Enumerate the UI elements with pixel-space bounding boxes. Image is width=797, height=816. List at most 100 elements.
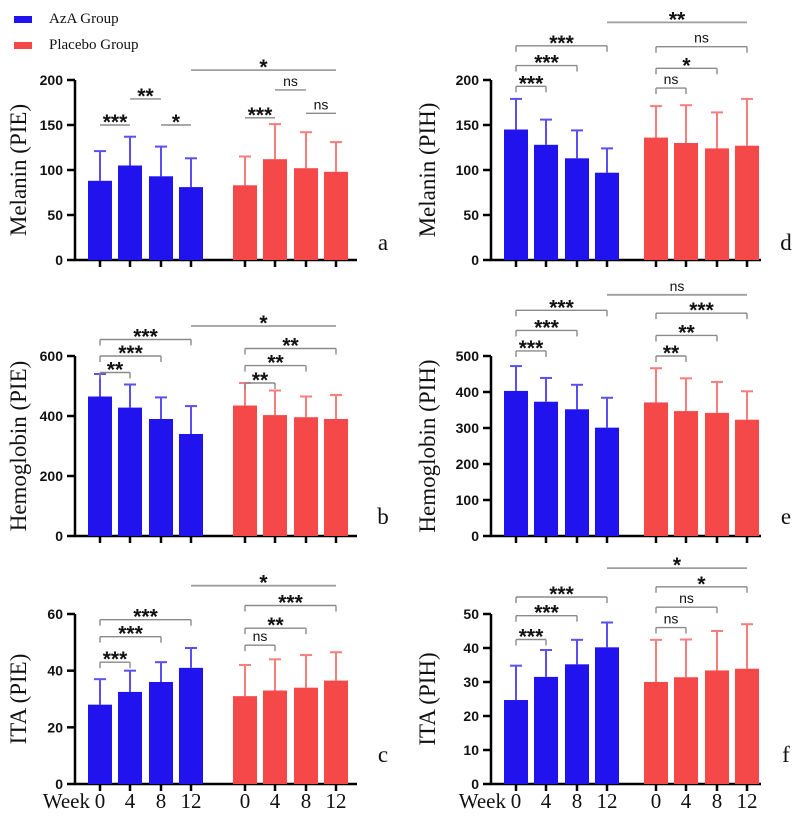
significance-stars: **	[282, 335, 299, 358]
bar-placebo-group-week-4	[674, 677, 698, 784]
bar-aza-group-week-8	[565, 158, 589, 260]
significance-stars: **	[678, 321, 695, 344]
significance-stars: ***	[278, 592, 303, 615]
significance-stars: *	[697, 573, 706, 596]
significance-stars: *	[172, 111, 181, 134]
significance-stars: ***	[103, 648, 128, 671]
significance-ns: ns	[253, 628, 268, 644]
week-tick-label: 8	[712, 789, 723, 813]
bar-placebo-group-week-8	[705, 148, 729, 260]
week-tick-label: 8	[156, 789, 167, 813]
week-axis-prefix: Week	[459, 789, 507, 813]
significance-stars: ***	[248, 104, 273, 127]
week-tick-label: 12	[737, 789, 758, 813]
y-tick-label: 100	[456, 162, 480, 178]
y-tick-label: 0	[471, 252, 479, 268]
significance-stars: ***	[103, 111, 128, 134]
bar-placebo-group-week-0	[233, 185, 257, 260]
week-tick-label: 4	[541, 789, 552, 813]
bar-placebo-group-week-12	[324, 419, 348, 536]
significance-stars: ***	[689, 299, 714, 322]
bar-placebo-group-week-12	[324, 171, 348, 260]
y-tick-label: 10	[463, 742, 479, 758]
week-tick-label: 8	[572, 789, 583, 813]
bar-aza-group-week-0	[504, 390, 528, 536]
y-tick-label: 20	[463, 708, 479, 724]
y-tick-label: 0	[55, 528, 63, 544]
bar-placebo-group-week-12	[735, 668, 759, 784]
panel-letter-e: e	[781, 504, 791, 529]
bar-aza-group-week-12	[595, 427, 619, 536]
panel-letter-a: a	[378, 230, 388, 255]
bar-aza-group-week-4	[118, 407, 142, 536]
significance-stars: *	[259, 56, 268, 79]
bar-aza-group-week-12	[179, 667, 203, 784]
y-tick-label: 200	[40, 468, 64, 484]
significance-stars: ***	[519, 337, 544, 360]
y-tick-label: 0	[55, 776, 63, 792]
y-tick-label: 200	[456, 72, 480, 88]
legend-item-aza: AzA Group	[14, 6, 139, 32]
bar-aza-group-week-0	[88, 180, 112, 260]
bar-placebo-group-week-0	[233, 696, 257, 784]
bar-aza-group-week-4	[118, 165, 142, 260]
bar-aza-group-week-0	[504, 700, 528, 784]
significance-stars: ***	[133, 606, 158, 629]
bar-placebo-group-week-0	[644, 402, 668, 536]
significance-ns: ns	[679, 590, 694, 606]
panel-letter-d: d	[780, 230, 792, 255]
y-tick-label: 50	[47, 207, 63, 223]
bar-aza-group-week-12	[179, 187, 203, 260]
significance-stars: *	[259, 312, 268, 335]
significance-ns: ns	[664, 611, 679, 627]
bar-placebo-group-week-8	[294, 168, 318, 260]
significance-stars: *	[682, 54, 691, 77]
bar-placebo-group-week-4	[263, 690, 287, 784]
significance-stars: **	[107, 359, 124, 382]
bar-placebo-group-week-12	[324, 680, 348, 784]
aza-group-swatch	[14, 15, 32, 23]
week-axis-prefix: Week	[43, 789, 91, 813]
significance-stars: ***	[534, 52, 559, 75]
significance-stars: **	[267, 352, 284, 375]
y-axis-title: Hemoglobin (PIE)	[6, 361, 31, 532]
bar-aza-group-week-0	[504, 129, 528, 260]
y-axis-title: Hemoglobin (PIH)	[415, 359, 440, 532]
week-tick-label: 0	[95, 789, 106, 813]
bar-placebo-group-week-4	[674, 411, 698, 536]
significance-stars: ***	[118, 623, 143, 646]
significance-stars: ***	[534, 602, 559, 625]
bar-placebo-group-week-8	[294, 687, 318, 784]
week-tick-label: 4	[125, 789, 136, 813]
bar-aza-group-week-12	[595, 647, 619, 784]
significance-ns: ns	[314, 96, 329, 112]
significance-stars: ***	[549, 296, 574, 319]
week-tick-label: 12	[181, 789, 202, 813]
y-tick-label: 150	[456, 117, 480, 133]
y-tick-label: 40	[463, 640, 479, 656]
bar-placebo-group-week-8	[705, 670, 729, 784]
week-tick-label: 0	[240, 789, 251, 813]
y-tick-label: 40	[47, 663, 63, 679]
significance-stars: ***	[534, 316, 559, 339]
aza-group-label: AzA Group	[49, 10, 119, 27]
significance-ns: ns	[670, 278, 685, 294]
bar-placebo-group-week-4	[263, 159, 287, 260]
bar-placebo-group-week-8	[294, 417, 318, 536]
legend-item-placebo: Placebo Group	[14, 32, 139, 58]
panel-letter-b: b	[377, 504, 389, 529]
week-tick-label: 12	[597, 789, 618, 813]
significance-stars: *	[673, 554, 682, 577]
y-axis-title: ITA (PIE)	[6, 654, 31, 745]
chart-panel-d-melanin-pih: 0 50 100 150 200 ********* ns*ns ** d Melanin (PI…	[415, 8, 792, 268]
bar-aza-group-week-4	[534, 144, 558, 260]
bar-aza-group-week-12	[179, 434, 203, 536]
y-tick-label: 0	[55, 252, 63, 268]
y-tick-label: 30	[463, 674, 479, 690]
significance-stars: ***	[519, 626, 544, 649]
y-tick-label: 100	[40, 162, 64, 178]
y-tick-label: 200	[40, 72, 64, 88]
